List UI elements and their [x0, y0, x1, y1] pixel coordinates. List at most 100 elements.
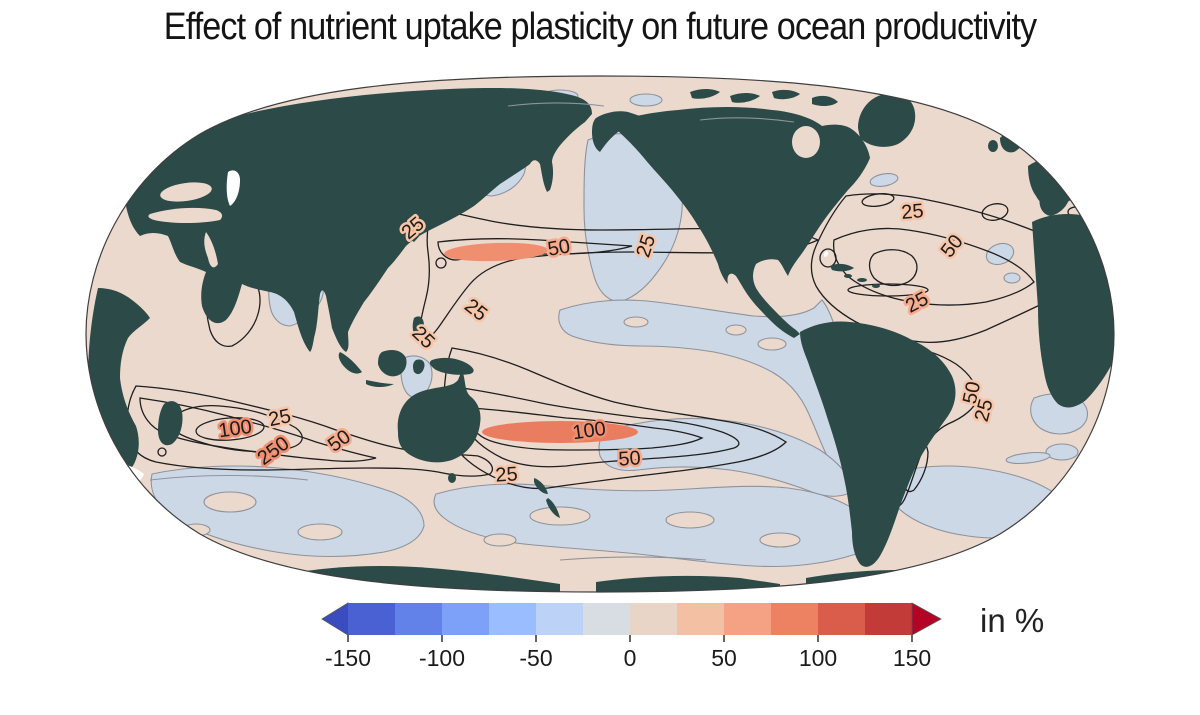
- hole: [757, 337, 787, 351]
- colorbar-segment: [583, 603, 630, 635]
- hole: [297, 523, 343, 541]
- contour-label: 25: [900, 200, 924, 224]
- loop-puerto-rico-25: [847, 283, 929, 297]
- hole: [725, 324, 747, 336]
- colorbar: -150 -100 -50 0 50 100 150 in %: [321, 602, 1044, 671]
- land-north-america: [610, 107, 870, 338]
- hotspot-caribbean: [819, 248, 837, 268]
- region-north-pacific-50: [437, 238, 633, 261]
- land-new-guinea: [429, 357, 474, 375]
- land-scandinavia: [1046, 104, 1108, 150]
- colorbar-arrow-right: [911, 602, 942, 636]
- hole: [665, 511, 715, 529]
- colorbar-tick-label: -150: [325, 645, 371, 671]
- neutral-holes: [181, 316, 801, 548]
- patch-labrador-sea: [869, 173, 899, 187]
- loop-newfoundland-25: [861, 193, 895, 207]
- colorbar-tick-label: -50: [519, 645, 552, 671]
- land-sumatra: [338, 352, 362, 374]
- colorbar-segment: [771, 603, 818, 635]
- colorbar-segment: [536, 603, 583, 635]
- colorbar-arrow-left: [321, 602, 349, 636]
- patch-southeast-atlantic: [1045, 443, 1079, 461]
- missing-baltic: [226, 170, 240, 206]
- core-north-pacific: [444, 242, 548, 262]
- land-antilles: [872, 284, 880, 288]
- colorbar-segment: [348, 603, 395, 635]
- land-south-america: [800, 321, 956, 567]
- land-new-zealand-south: [546, 498, 560, 518]
- land-sulawesi: [412, 359, 425, 375]
- contour-label: 25: [267, 405, 293, 431]
- contour-label: 100: [571, 418, 607, 444]
- land-arctic-island-4: [812, 95, 838, 106]
- land-antarctica-2: [596, 575, 780, 592]
- colorbar-ticks: [347, 635, 913, 642]
- region-north-atlantic-50: [832, 227, 1035, 306]
- region-azores-50: [981, 203, 1009, 221]
- land-cuba: [830, 263, 854, 272]
- land-north-africa: [1032, 214, 1114, 408]
- colorbar-segment: [395, 603, 442, 635]
- squiggle-arctic-1: [507, 102, 605, 107]
- colorbar-segment: [724, 603, 771, 635]
- hole: [483, 533, 517, 547]
- colorbar-tick-label: -100: [419, 645, 465, 671]
- hole: [203, 491, 257, 513]
- region-south-pacific-50: [460, 387, 740, 468]
- land-java: [366, 380, 394, 387]
- land-greenland: [858, 92, 916, 147]
- colorbar-segment: [865, 603, 912, 635]
- hole: [181, 523, 211, 537]
- land-arctic-island-2: [730, 93, 760, 103]
- inland-seas: [148, 126, 820, 268]
- colorbar-tick-label: 50: [711, 645, 737, 671]
- colorbar-segment: [630, 603, 677, 635]
- land-jamaica: [844, 274, 852, 278]
- hole: [623, 316, 649, 328]
- land-madagascar: [158, 401, 183, 446]
- region-indian-50: [139, 397, 377, 462]
- land-australia: [397, 370, 481, 463]
- region-indian-100: [167, 404, 303, 453]
- patch-south-atlantic-sliver: [1005, 451, 1051, 465]
- land-arctic-island-3: [772, 89, 800, 100]
- hole: [759, 532, 801, 548]
- extra-contour-loops: [847, 193, 929, 297]
- core-south-pacific: [482, 421, 638, 443]
- projection-outline: [85, 75, 1115, 593]
- hotspot-kuroshio: [435, 257, 447, 269]
- land-ireland: [988, 140, 998, 152]
- hotspot-agulhas: [157, 447, 167, 457]
- contour-regions-deep: [195, 242, 638, 443]
- squiggle-south-2: [559, 556, 707, 561]
- land-philippines: [412, 316, 424, 339]
- hole: [529, 506, 591, 526]
- land-borneo: [378, 350, 407, 377]
- region-indian-250: [195, 417, 265, 441]
- land-new-zealand-north: [534, 478, 548, 494]
- land-hispaniola: [857, 278, 867, 282]
- region-north-atlantic-25: [810, 193, 1097, 344]
- land-eurasia: [104, 88, 592, 352]
- squiggle-arctic-2: [699, 117, 795, 123]
- region-caribbean-100: [868, 249, 918, 287]
- hotspots: [157, 248, 837, 457]
- patch-cape-verde: [1003, 272, 1021, 284]
- contour-label: 100: [217, 416, 253, 442]
- colorbar-segment: [442, 603, 489, 635]
- colorbar-tick-label: 0: [624, 645, 637, 671]
- hotspot-caribbean-fleck: [823, 251, 829, 257]
- land-japan-2: [428, 196, 446, 220]
- colorbar-segment: [818, 603, 865, 635]
- land-tasmania: [448, 473, 456, 483]
- colorbar-tick-label: 100: [799, 645, 837, 671]
- sea-hudson-bay: [792, 126, 820, 158]
- map-clip-group: [86, 76, 1114, 592]
- sea-black-caspian: [160, 182, 212, 202]
- squiggle-south-1: [149, 474, 309, 481]
- zero-contour-squiggles: [149, 102, 795, 561]
- contour-label: 50: [618, 447, 642, 470]
